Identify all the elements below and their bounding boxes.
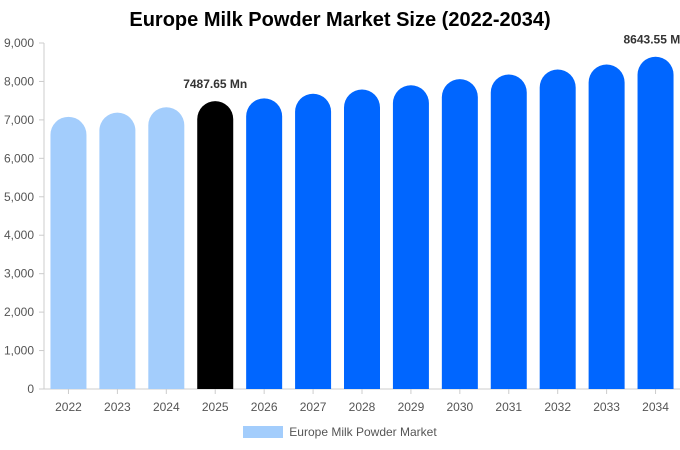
bar-2022: [50, 116, 87, 389]
y-tick-label: 7,000: [4, 113, 34, 127]
x-tick-label: 2022: [55, 400, 82, 414]
bar-2024: [148, 107, 185, 389]
x-tick-label: 2027: [300, 400, 327, 414]
legend-swatch: [243, 426, 284, 438]
y-tick-label: 6,000: [4, 151, 34, 165]
bar-2028: [344, 89, 380, 390]
bar-2034: [637, 56, 674, 389]
bar-2025: [197, 101, 234, 390]
y-tick-label: 0: [27, 382, 34, 396]
bar-2030: [441, 79, 478, 389]
bar-2032: [539, 69, 576, 389]
y-tick-label: 3,000: [4, 267, 34, 281]
x-tick-label: 2031: [495, 400, 522, 414]
x-tick-label: 2030: [446, 400, 473, 414]
y-tick-label: 8,000: [4, 74, 34, 88]
y-tick-label: 2,000: [4, 305, 34, 319]
x-tick-label: 2025: [202, 400, 229, 414]
x-tick-label: 2032: [544, 400, 571, 414]
x-tick-label: 2034: [642, 400, 669, 414]
y-tick-label: 5,000: [4, 190, 34, 204]
legend[interactable]: Europe Milk Powder Market: [0, 425, 680, 439]
data-label: 7487.65 Mn: [183, 77, 247, 91]
x-tick-label: 2029: [398, 400, 425, 414]
bar-2027: [295, 93, 332, 389]
x-tick-label: 2024: [153, 400, 180, 414]
bar-2033: [588, 64, 625, 389]
bar-2023: [99, 112, 136, 389]
y-tick-label: 1,000: [4, 344, 34, 358]
bar-2031: [490, 74, 527, 389]
x-tick-label: 2033: [593, 400, 620, 414]
y-tick-label: 4,000: [4, 228, 34, 242]
bar-2029: [392, 85, 429, 390]
chart-title: Europe Milk Powder Market Size (2022-203…: [129, 9, 551, 31]
data-label: 8643.55 Mn: [624, 33, 680, 47]
legend-label: Europe Milk Powder Market: [289, 425, 437, 439]
x-tick-label: 2023: [104, 400, 131, 414]
y-tick-label: 9,000: [4, 36, 34, 50]
x-tick-label: 2028: [349, 400, 376, 414]
bar-2026: [246, 98, 283, 390]
x-tick-label: 2026: [251, 400, 278, 414]
